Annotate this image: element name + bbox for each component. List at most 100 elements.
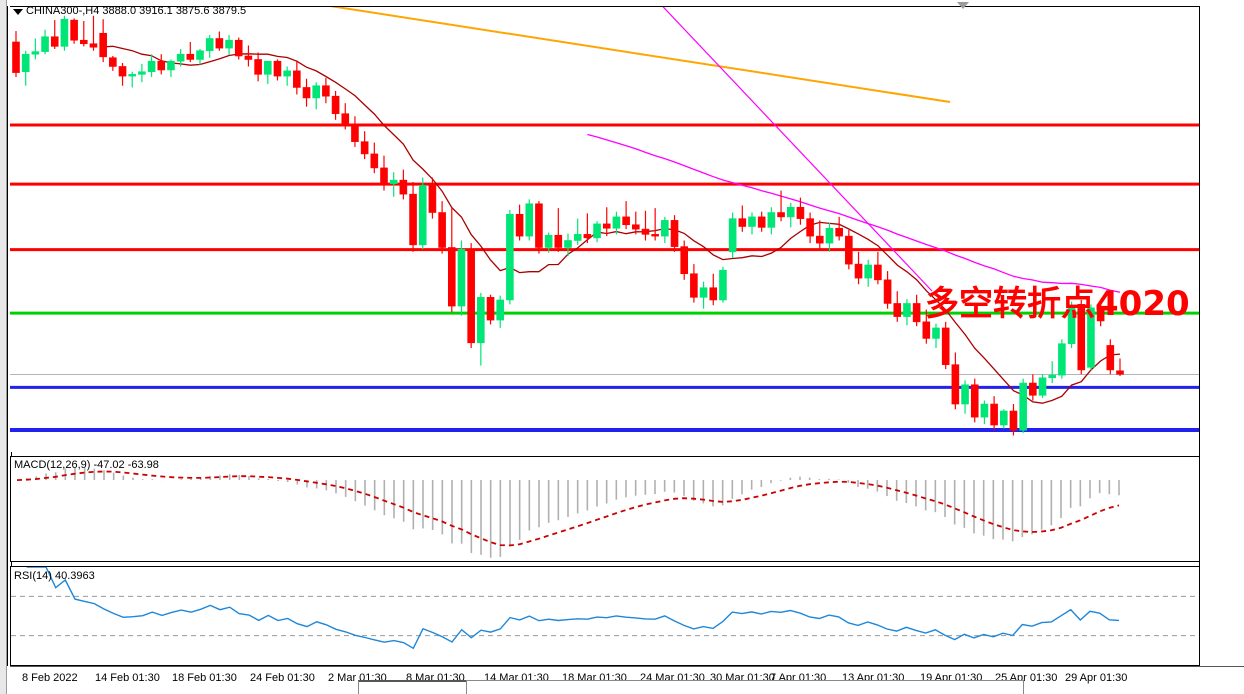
price-chart-panel[interactable] [10, 6, 1200, 452]
candlestick [293, 60, 301, 95]
candlestick [118, 62, 127, 86]
candlestick [244, 45, 253, 67]
candlestick [815, 220, 824, 250]
candlestick [79, 20, 88, 47]
candlestick [719, 266, 727, 303]
candlestick [31, 38, 40, 60]
candlestick [525, 199, 534, 241]
candlestick [215, 31, 224, 51]
price-annotation-text: 多空转折点4020 [925, 284, 1190, 324]
ma-slow-line [587, 133, 1121, 293]
time-axis-label: 8 Feb 2022 [22, 672, 78, 684]
horizontal-scrollbar-secondary[interactable] [466, 680, 1024, 694]
candlestick [709, 273, 718, 306]
price-axis-column[interactable]: 4680.04608.04538.04466.04394.04324.04252… [1200, 0, 1244, 694]
candlestick [486, 294, 495, 325]
candlestick [961, 380, 969, 414]
candlestick [515, 204, 524, 241]
candlestick [12, 31, 20, 77]
triangle-down-gray-icon[interactable] [957, 2, 969, 9]
candlestick [360, 131, 369, 160]
candlestick [331, 90, 340, 120]
candlestick [70, 18, 78, 44]
candlestick [1096, 304, 1105, 327]
candlestick [1019, 378, 1027, 433]
candlestick [661, 216, 669, 244]
candlestick [41, 29, 49, 55]
candlestick [254, 52, 262, 82]
candlestick [990, 396, 998, 431]
candlestick [1048, 361, 1057, 384]
candlestick [564, 233, 572, 257]
candlestick [351, 116, 359, 147]
candlestick [835, 216, 843, 241]
candlestick [128, 71, 137, 88]
candlestick [409, 181, 417, 252]
rsi-svg [11, 567, 1199, 650]
candlestick [399, 169, 408, 200]
candlestick [428, 177, 437, 219]
price-chart-svg [10, 7, 1200, 436]
candlestick [825, 223, 834, 252]
candlestick [757, 211, 766, 232]
macd-signal-line [16, 470, 1120, 547]
annotation-pointer-line [662, 7, 933, 292]
candlestick [970, 378, 979, 423]
candlestick [980, 400, 989, 425]
candlestick [1009, 404, 1018, 436]
candlestick [641, 210, 650, 241]
candlestick [186, 41, 195, 63]
candlestick [60, 15, 69, 51]
candlestick [612, 211, 621, 235]
candlestick [196, 48, 204, 65]
candlestick [806, 212, 814, 244]
time-axis-label: 24 Feb 01:30 [250, 672, 315, 684]
candlestick [670, 215, 679, 252]
candlestick [302, 78, 311, 107]
candlestick [312, 82, 321, 110]
candlestick [535, 201, 543, 254]
chart-collapse-triangle-down-icon[interactable] [13, 9, 23, 15]
orange-trendline [330, 7, 951, 103]
candlestick [631, 211, 640, 235]
candlestick [854, 251, 863, 285]
candlestick [109, 55, 117, 71]
candlestick [447, 208, 456, 313]
candlestick [544, 232, 553, 253]
candlestick [903, 299, 911, 326]
time-axis-label: 29 Apr 01:30 [1065, 672, 1128, 684]
candlestick [922, 309, 931, 344]
candlestick [205, 34, 214, 58]
candlestick [1038, 374, 1047, 398]
candlestick [467, 243, 475, 349]
candlestick [1058, 339, 1066, 379]
candlestick [147, 54, 156, 77]
candlestick [690, 264, 698, 303]
candlestick [21, 50, 30, 86]
candlestick [786, 202, 795, 228]
candlestick [796, 197, 805, 225]
candlestick [167, 59, 175, 77]
candlestick [573, 218, 582, 245]
candlestick [602, 207, 611, 237]
candlestick [1087, 304, 1095, 370]
candlestick [951, 352, 960, 410]
left-toolbar-rail[interactable] [0, 0, 7, 694]
candlestick [322, 77, 330, 104]
candlestick [263, 60, 272, 84]
candlestick [438, 201, 446, 254]
candlestick [999, 409, 1008, 429]
candlestick [138, 63, 146, 83]
candlestick [457, 240, 466, 316]
candlestick [554, 208, 563, 252]
candlestick [932, 323, 940, 349]
macd-panel[interactable] [10, 456, 1200, 562]
candlestick [225, 34, 233, 56]
candlestick [912, 294, 921, 327]
candlestick [496, 295, 505, 328]
rsi-panel[interactable] [10, 566, 1200, 666]
candlestick [380, 155, 388, 191]
candlestick [1077, 299, 1086, 375]
candlestick [583, 213, 592, 244]
